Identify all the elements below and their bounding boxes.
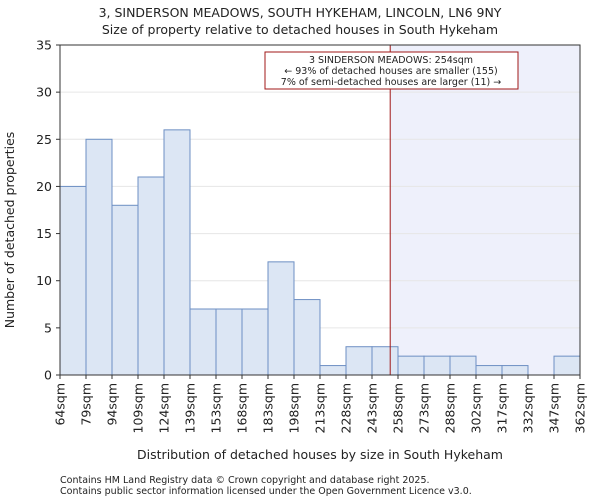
bar [501,365,529,376]
y-tick-label: 25 [36,132,52,147]
bar [345,346,373,376]
x-tick-label: 64sqm [53,383,68,426]
x-tick-label: 243sqm [365,383,380,433]
bar [137,176,165,376]
bar [293,299,321,376]
x-tick-label: 168sqm [235,383,250,433]
x-tick-label: 198sqm [287,383,302,433]
x-tick-label: 228sqm [339,383,354,433]
x-tick-label: 124sqm [157,383,172,433]
y-tick-label: 5 [44,320,52,335]
x-tick-label: 317sqm [495,383,510,433]
x-tick-label: 347sqm [547,383,562,433]
bar [59,185,87,376]
y-tick-label: 15 [36,226,52,241]
bar [449,355,477,376]
annotation-frame [264,51,519,90]
x-tick-label: 362sqm [573,383,588,433]
plot-area: 0 5 10 15 20 25 30 35 64sqm 79sqm 94sqm 109sqm 124sq… [36,38,587,434]
x-tick-label: 79sqm [79,383,94,426]
x-tick-label: 332sqm [521,383,536,433]
x-tick-label: 288sqm [443,383,458,433]
x-tick-label: 153sqm [209,383,224,433]
bar [241,308,269,376]
footer-line-1: Contains HM Land Registry data © Crown c… [60,475,430,486]
chart-title: 3, SINDERSON MEADOWS, SOUTH HYKEHAM, LIN… [99,5,502,20]
bar [111,204,139,376]
bar [371,346,399,376]
x-tick-label: 302sqm [469,383,484,433]
annotation-line-2: ← 93% of detached houses are smaller (15… [284,66,497,77]
annotation-box: 3 SINDERSON MEADOWS: 254sqm ← 93% of det… [264,51,519,90]
x-tick-label: 258sqm [391,383,406,433]
y-tick-label: 20 [36,179,52,194]
annotation-line-3: 7% of semi-detached houses are larger (1… [281,77,501,88]
x-tick-label: 109sqm [131,383,146,433]
y-tick-label: 10 [36,273,52,288]
chart-subtitle: Size of property relative to detached ho… [102,22,498,37]
larger-region-shade [390,45,580,375]
x-axis-label: Distribution of detached houses by size … [137,447,503,462]
bar [85,138,113,376]
bar [163,129,191,376]
x-tick-label: 94sqm [105,383,120,426]
x-tick-label: 273sqm [417,383,432,433]
y-axis-label: Number of detached properties [2,132,17,329]
bar [397,355,425,376]
bar [319,365,347,376]
bar [267,261,295,376]
bar [215,308,243,376]
y-tick-label: 30 [36,85,52,100]
bar [553,355,581,376]
footer-line-2: Contains public sector information licen… [60,486,472,497]
x-tick-label: 213sqm [313,383,328,433]
x-tick-label: 139sqm [183,383,198,433]
bar [189,308,217,376]
bar [475,365,503,376]
annotation-line-1: 3 SINDERSON MEADOWS: 254sqm [309,55,473,66]
bar [423,355,451,376]
y-tick-label: 0 [44,368,52,383]
x-tick-label: 183sqm [261,383,276,433]
y-tick-label: 35 [36,38,52,53]
